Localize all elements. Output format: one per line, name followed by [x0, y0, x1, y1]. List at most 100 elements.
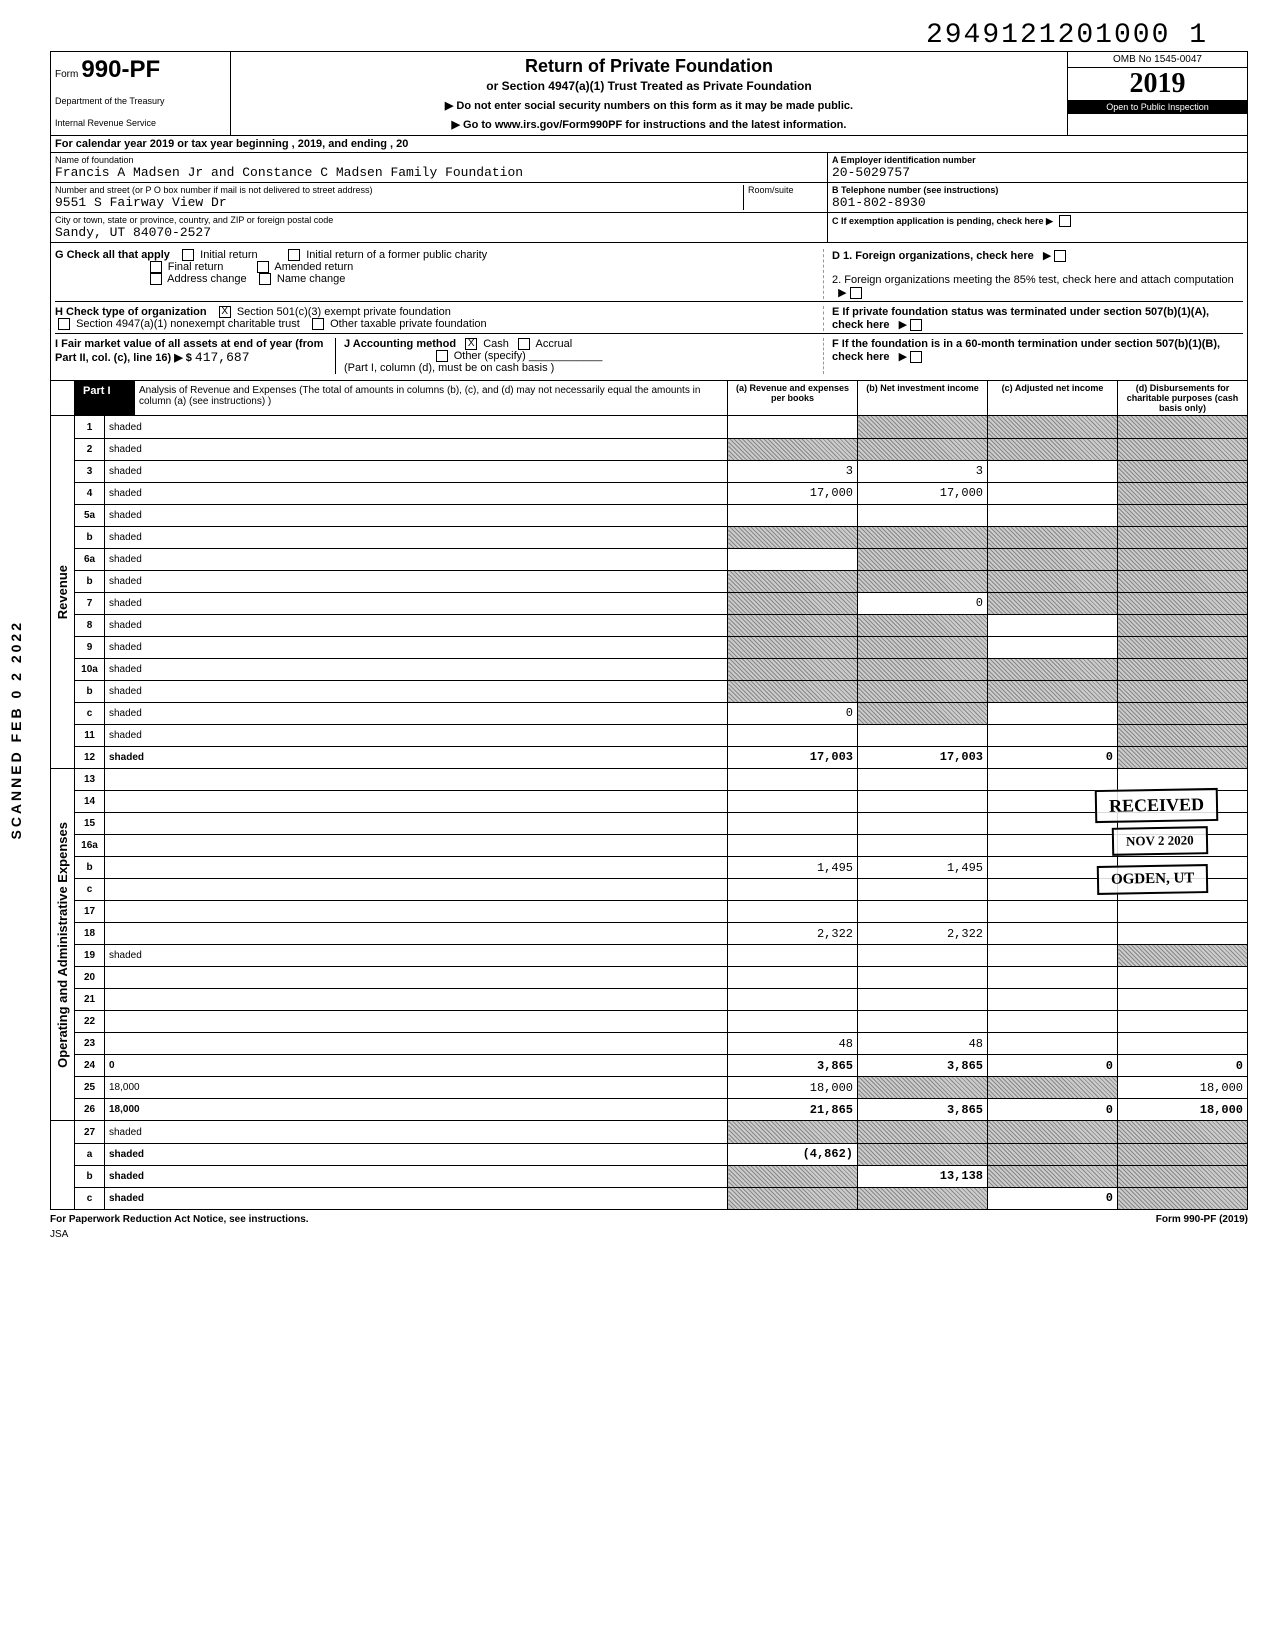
shaded-cell — [728, 614, 858, 636]
row-desc: shaded — [105, 945, 728, 967]
value-cell: 3,865 — [858, 1055, 988, 1077]
value-cell: 2,322 — [728, 923, 858, 945]
name-change: Name change — [277, 273, 346, 285]
check-501c3[interactable]: X — [219, 306, 231, 318]
row-desc: shaded — [105, 548, 728, 570]
form-subtitle: or Section 4947(a)(1) Trust Treated as P… — [235, 79, 1063, 93]
shaded-cell — [988, 1121, 1118, 1143]
check-other-method[interactable] — [436, 350, 448, 362]
date-stamp: NOV 2 2020 — [1112, 826, 1208, 856]
check-cash[interactable]: X — [465, 338, 477, 350]
shaded-cell — [1118, 702, 1248, 724]
row-desc: shaded — [105, 526, 728, 548]
row-number: 26 — [75, 1099, 105, 1121]
table-row: 2618,00021,8653,865018,000 — [75, 1099, 1248, 1121]
shaded-cell — [1118, 680, 1248, 702]
value-cell — [858, 835, 988, 857]
col-a-header: (a) Revenue and expenses per books — [727, 381, 857, 415]
check-4947[interactable] — [58, 318, 70, 330]
check-other-tax[interactable] — [312, 318, 324, 330]
check-d1[interactable] — [1054, 250, 1066, 262]
value-cell — [728, 901, 858, 923]
value-cell: 0 — [728, 702, 858, 724]
row-number: 10a — [75, 658, 105, 680]
form-header: Form 990-PF Department of the Treasury I… — [50, 51, 1248, 136]
check-final[interactable] — [150, 261, 162, 273]
shaded-cell — [1118, 416, 1248, 438]
table-row: 27shaded — [75, 1121, 1248, 1143]
form-label: Form — [55, 69, 78, 80]
shaded-cell — [1118, 1165, 1248, 1187]
value-cell: 48 — [858, 1033, 988, 1055]
check-e[interactable] — [910, 319, 922, 331]
shaded-cell — [1118, 724, 1248, 746]
row-number: 1 — [75, 416, 105, 438]
shaded-cell — [988, 658, 1118, 680]
row-number: a — [75, 1143, 105, 1165]
table-row: ashaded(4,862) — [75, 1143, 1248, 1165]
shaded-cell — [1118, 504, 1248, 526]
row-desc: shaded — [105, 570, 728, 592]
dept-irs: Internal Revenue Service — [55, 118, 226, 128]
shaded-cell — [1118, 636, 1248, 658]
tax-year: 2019 — [1068, 68, 1247, 100]
value-cell — [728, 548, 858, 570]
value-cell — [988, 504, 1118, 526]
shaded-cell — [1118, 482, 1248, 504]
room-label: Room/suite — [748, 185, 823, 195]
shaded-cell — [988, 680, 1118, 702]
jsa-label: JSA — [50, 1229, 1248, 1240]
shaded-cell — [858, 658, 988, 680]
shaded-cell — [728, 1165, 858, 1187]
value-cell — [988, 636, 1118, 658]
table-row: 3shaded33 — [75, 460, 1248, 482]
check-amended[interactable] — [257, 261, 269, 273]
value-cell: 21,865 — [728, 1099, 858, 1121]
summary-section: 27shadedashaded(4,862)bshaded13,138cshad… — [50, 1121, 1248, 1210]
row-desc: shaded — [105, 1165, 728, 1187]
shaded-cell — [1118, 945, 1248, 967]
foundation-city: Sandy, UT 84070-2527 — [55, 225, 823, 240]
shaded-cell — [728, 1187, 858, 1209]
part1-label: Part I — [75, 381, 135, 415]
check-initial-former[interactable] — [288, 249, 300, 261]
check-accrual[interactable] — [518, 338, 530, 350]
row-number: 17 — [75, 901, 105, 923]
row-number: 15 — [75, 813, 105, 835]
shaded-cell — [728, 570, 858, 592]
check-f[interactable] — [910, 351, 922, 363]
shaded-cell — [988, 592, 1118, 614]
shaded-cell — [858, 1121, 988, 1143]
form-title: Return of Private Foundation — [235, 56, 1063, 77]
initial-former: Initial return of a former public charit… — [306, 249, 487, 261]
check-name[interactable] — [259, 273, 271, 285]
value-cell — [988, 945, 1118, 967]
row-desc — [105, 857, 728, 879]
row-number: 13 — [75, 769, 105, 791]
row-desc — [105, 835, 728, 857]
value-cell: 13,138 — [858, 1165, 988, 1187]
revenue-section: Revenue 1shaded2shaded3shaded334shaded17… — [50, 416, 1248, 769]
value-cell — [1118, 901, 1248, 923]
exemption-checkbox[interactable] — [1059, 215, 1071, 227]
value-cell: 18,000 — [1118, 1077, 1248, 1099]
row-number: 11 — [75, 724, 105, 746]
col-d-header: (d) Disbursements for charitable purpose… — [1117, 381, 1247, 415]
table-row: 182,3222,322 — [75, 923, 1248, 945]
form-number: 990-PF — [81, 56, 160, 83]
value-cell — [858, 901, 988, 923]
row-desc — [105, 813, 728, 835]
value-cell — [728, 835, 858, 857]
row-desc: shaded — [105, 482, 728, 504]
row-number: c — [75, 702, 105, 724]
received-stamp: RECEIVED — [1095, 788, 1219, 823]
row-number: 8 — [75, 614, 105, 636]
value-cell — [988, 901, 1118, 923]
check-initial[interactable] — [182, 249, 194, 261]
check-address[interactable] — [150, 273, 162, 285]
shaded-cell — [858, 548, 988, 570]
table-row: cshaded0 — [75, 1187, 1248, 1209]
row-desc: shaded — [105, 746, 728, 768]
h-label: H Check type of organization — [55, 306, 207, 318]
check-d2[interactable] — [850, 287, 862, 299]
